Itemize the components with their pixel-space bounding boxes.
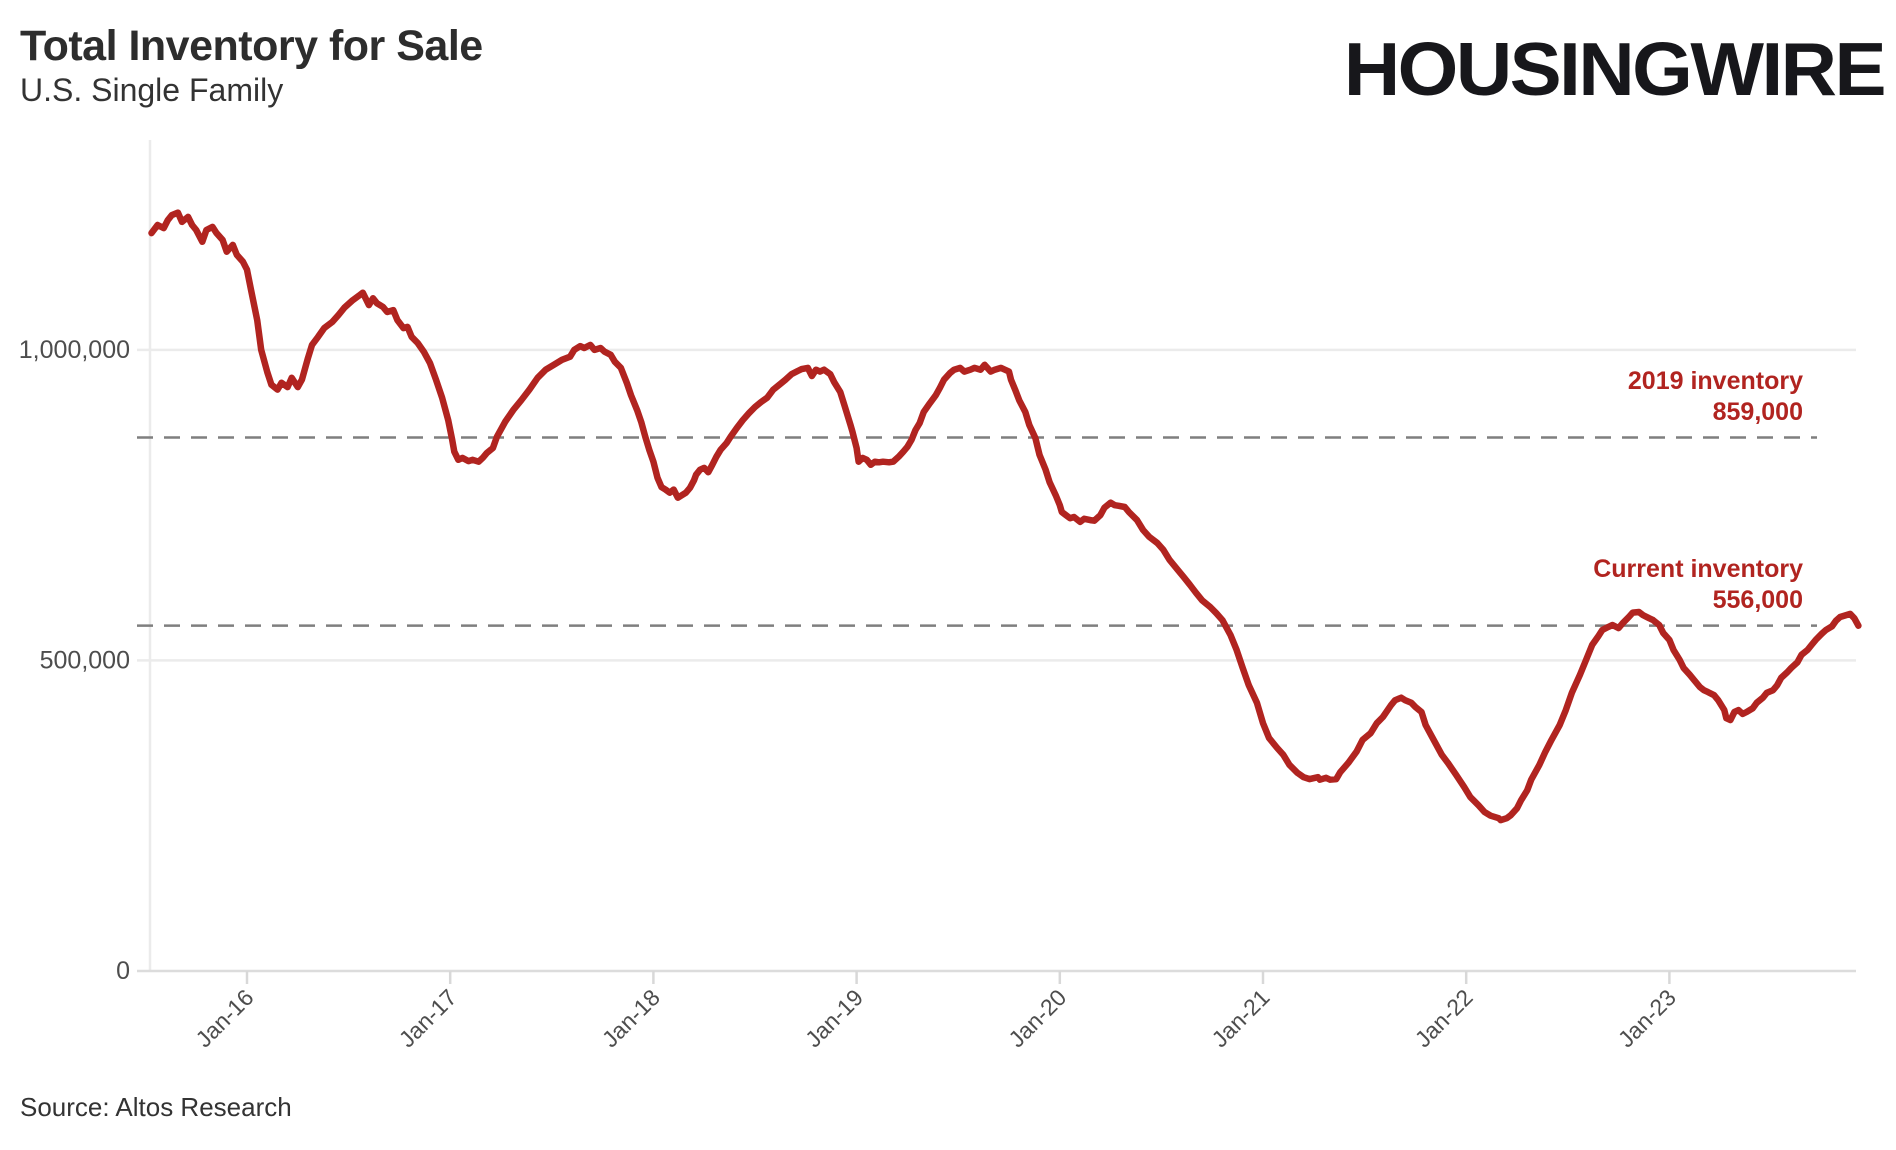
chart-title: Total Inventory for Sale [20, 22, 483, 70]
chart-subtitle: U.S. Single Family [20, 72, 284, 108]
annotation-2019-value: 859,000 [1712, 398, 1803, 426]
x-tick-label: Jan-18 [597, 984, 665, 1052]
annotation-2019-label: 2019 inventory [1627, 367, 1803, 395]
x-tick-label: Jan-23 [1613, 984, 1681, 1052]
x-tick-label: Jan-17 [394, 984, 462, 1052]
annotation-2019-inventory: 2019 inventory 859,000 [1628, 366, 1803, 428]
x-tick-label: Jan-21 [1206, 984, 1274, 1052]
annotation-current-value: 556,000 [1712, 586, 1803, 614]
x-tick-label: Jan-19 [800, 984, 868, 1052]
annotation-current-inventory: Current inventory 556,000 [1593, 554, 1803, 616]
y-tick-label: 1,000,000 [19, 336, 130, 364]
housingwire-logo: HOUSINGWIRE [1343, 26, 1887, 112]
reference-dashed-lines [137, 436, 1817, 627]
x-tick-label: Jan-20 [1003, 984, 1071, 1052]
inventory-series-line [148, 209, 1862, 824]
x-tick-label: Jan-22 [1410, 984, 1478, 1052]
annotation-current-label: Current inventory [1593, 555, 1803, 583]
axes: 0 500,000 1,000,000 Jan-16 Jan-17 Jan-18 Jan-1… [19, 336, 1681, 1052]
source-credit: Source: Altos Research [20, 1092, 292, 1122]
y-tick-label: 0 [116, 957, 130, 985]
y-tick-label: 500,000 [40, 646, 130, 674]
x-tick-label: Jan-16 [190, 984, 258, 1052]
